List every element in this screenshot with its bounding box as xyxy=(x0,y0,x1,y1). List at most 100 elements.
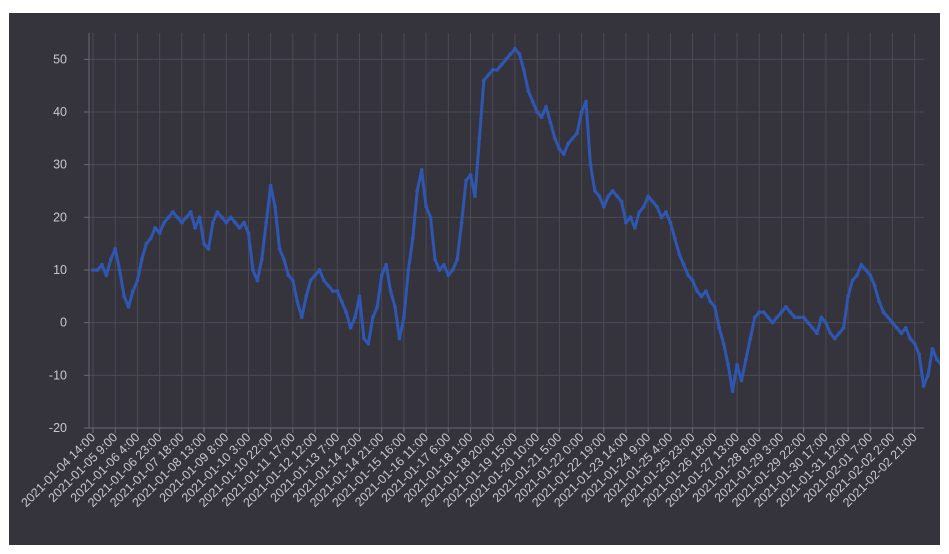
data-point[interactable] xyxy=(624,220,628,225)
data-point[interactable] xyxy=(566,141,571,146)
data-point[interactable] xyxy=(761,310,766,315)
data-point[interactable] xyxy=(690,278,695,283)
data-point[interactable] xyxy=(313,273,317,278)
data-point[interactable] xyxy=(592,189,597,193)
data-point[interactable] xyxy=(557,146,562,151)
data-point[interactable] xyxy=(890,320,895,325)
data-point[interactable] xyxy=(530,99,535,104)
data-point[interactable] xyxy=(148,236,153,241)
data-point[interactable] xyxy=(144,241,149,246)
data-point[interactable] xyxy=(628,215,633,220)
data-point[interactable] xyxy=(379,273,384,278)
data-point[interactable] xyxy=(202,241,206,246)
data-point[interactable] xyxy=(939,363,940,367)
data-point[interactable] xyxy=(517,52,522,56)
data-point[interactable] xyxy=(917,352,922,357)
data-point[interactable] xyxy=(770,320,775,325)
data-point[interactable] xyxy=(881,310,886,315)
data-point[interactable] xyxy=(846,294,850,299)
data-point[interactable] xyxy=(850,278,855,283)
data-point[interactable] xyxy=(99,262,104,267)
data-point[interactable] xyxy=(721,341,726,346)
data-point[interactable] xyxy=(726,362,731,367)
data-point[interactable] xyxy=(668,220,673,225)
data-point[interactable] xyxy=(610,189,615,193)
data-point[interactable] xyxy=(930,347,935,351)
data-point[interactable] xyxy=(126,304,131,309)
data-point[interactable] xyxy=(548,120,553,125)
data-point[interactable] xyxy=(868,273,873,278)
data-point[interactable] xyxy=(903,326,908,330)
data-point[interactable] xyxy=(646,194,651,199)
data-point[interactable] xyxy=(375,304,380,309)
data-point[interactable] xyxy=(108,257,113,262)
data-point[interactable] xyxy=(171,210,175,214)
data-point[interactable] xyxy=(637,210,642,214)
data-point[interactable] xyxy=(264,220,269,225)
data-point[interactable] xyxy=(788,310,793,315)
data-point[interactable] xyxy=(437,268,442,272)
data-point[interactable] xyxy=(104,273,109,278)
data-point[interactable] xyxy=(446,273,451,278)
data-point[interactable] xyxy=(166,215,171,220)
data-point[interactable] xyxy=(153,225,158,230)
data-point[interactable] xyxy=(606,194,611,199)
data-point[interactable] xyxy=(730,389,735,394)
data-point[interactable] xyxy=(632,225,637,230)
data-point[interactable] xyxy=(335,289,340,293)
data-point[interactable] xyxy=(757,310,762,315)
data-point[interactable] xyxy=(708,299,713,304)
data-point[interactable] xyxy=(135,278,140,283)
data-point[interactable] xyxy=(286,273,291,278)
data-point[interactable] xyxy=(650,199,655,204)
data-point[interactable] xyxy=(242,220,246,225)
data-point[interactable] xyxy=(295,299,300,304)
data-point[interactable] xyxy=(792,315,797,320)
data-point[interactable] xyxy=(459,220,464,225)
data-point[interactable] xyxy=(157,231,162,236)
data-point[interactable] xyxy=(619,199,624,204)
data-point[interactable] xyxy=(575,131,580,135)
data-point[interactable] xyxy=(481,78,486,83)
data-point[interactable] xyxy=(539,115,544,120)
data-point[interactable] xyxy=(717,326,722,330)
data-point[interactable] xyxy=(513,46,517,51)
data-point[interactable] xyxy=(348,326,353,330)
data-point[interactable] xyxy=(344,310,349,315)
data-point[interactable] xyxy=(162,220,166,225)
data-point[interactable] xyxy=(681,262,686,267)
data-point[interactable] xyxy=(934,357,939,362)
data-point[interactable] xyxy=(322,278,326,283)
data-point[interactable] xyxy=(255,278,260,283)
data-point[interactable] xyxy=(317,268,322,272)
data-point[interactable] xyxy=(872,283,877,288)
data-point[interactable] xyxy=(415,189,420,193)
data-point[interactable] xyxy=(357,294,362,299)
data-point[interactable] xyxy=(615,194,619,199)
data-point[interactable] xyxy=(819,315,824,320)
data-point[interactable] xyxy=(273,204,277,209)
data-point[interactable] xyxy=(362,336,366,341)
data-point[interactable] xyxy=(464,178,468,183)
data-point[interactable] xyxy=(810,326,815,330)
data-point[interactable] xyxy=(561,152,566,157)
data-point[interactable] xyxy=(117,268,122,272)
data-point[interactable] xyxy=(535,110,540,114)
data-point[interactable] xyxy=(259,257,264,262)
data-point[interactable] xyxy=(926,373,930,378)
data-point[interactable] xyxy=(806,320,810,325)
data-point[interactable] xyxy=(224,220,229,225)
data-point[interactable] xyxy=(895,326,899,330)
data-point[interactable] xyxy=(699,294,704,299)
data-point[interactable] xyxy=(859,262,864,267)
data-point[interactable] xyxy=(282,257,286,262)
data-point[interactable] xyxy=(855,273,859,278)
data-point[interactable] xyxy=(246,231,251,236)
data-point[interactable] xyxy=(91,268,95,272)
data-point[interactable] xyxy=(704,289,708,293)
data-point[interactable] xyxy=(175,215,180,220)
data-point[interactable] xyxy=(775,315,779,320)
data-point[interactable] xyxy=(228,215,233,220)
data-point[interactable] xyxy=(139,257,144,262)
data-point[interactable] xyxy=(744,357,748,362)
